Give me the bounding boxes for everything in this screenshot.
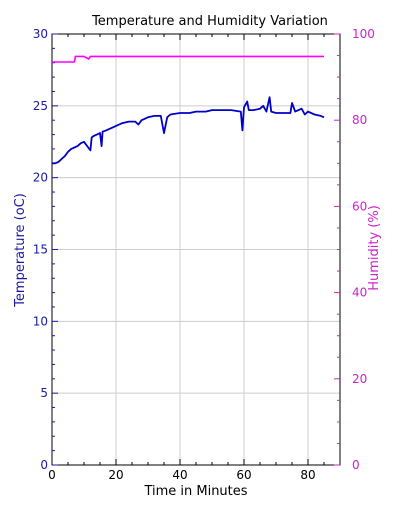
temperature-series-line bbox=[52, 96, 325, 165]
y-left-tick-label: 5 bbox=[40, 386, 48, 400]
series-lines bbox=[52, 55, 325, 165]
humidity-series-line bbox=[52, 55, 324, 63]
y-right-tick-label: 40 bbox=[352, 286, 367, 300]
y-right-tick-label: 60 bbox=[352, 199, 367, 213]
chart-title: Temperature and Humidity Variation bbox=[91, 14, 328, 29]
y-left-tick-label: 25 bbox=[33, 99, 48, 113]
y-left-tick-label: 30 bbox=[33, 27, 48, 41]
y-right-tick-label: 80 bbox=[352, 113, 367, 127]
axes: 0 20 40 60 80 0 5 10 15 20 25 30 0 20 40 60 80 100 bbox=[33, 27, 375, 482]
y-right-tick-label: 100 bbox=[352, 27, 375, 41]
x-tick-label: 0 bbox=[48, 468, 56, 482]
x-tick-label: 80 bbox=[300, 468, 315, 482]
y-axis-right-label: Humidity (%) bbox=[367, 205, 382, 291]
x-tick-label: 20 bbox=[108, 468, 123, 482]
y-right-tick-label: 0 bbox=[352, 458, 360, 472]
grid-lines bbox=[52, 34, 340, 465]
y-right-tick-label: 20 bbox=[352, 372, 367, 386]
y-left-tick-label: 10 bbox=[33, 314, 48, 328]
x-tick-label: 40 bbox=[172, 468, 187, 482]
x-axis-label: Time in Minutes bbox=[143, 484, 247, 499]
y-left-tick-label: 15 bbox=[33, 243, 48, 257]
y-left-tick-label: 0 bbox=[40, 458, 48, 472]
y-left-tick-label: 20 bbox=[33, 171, 48, 185]
y-axis-left-label: Temperature (oC) bbox=[13, 193, 28, 308]
x-tick-label: 60 bbox=[236, 468, 251, 482]
